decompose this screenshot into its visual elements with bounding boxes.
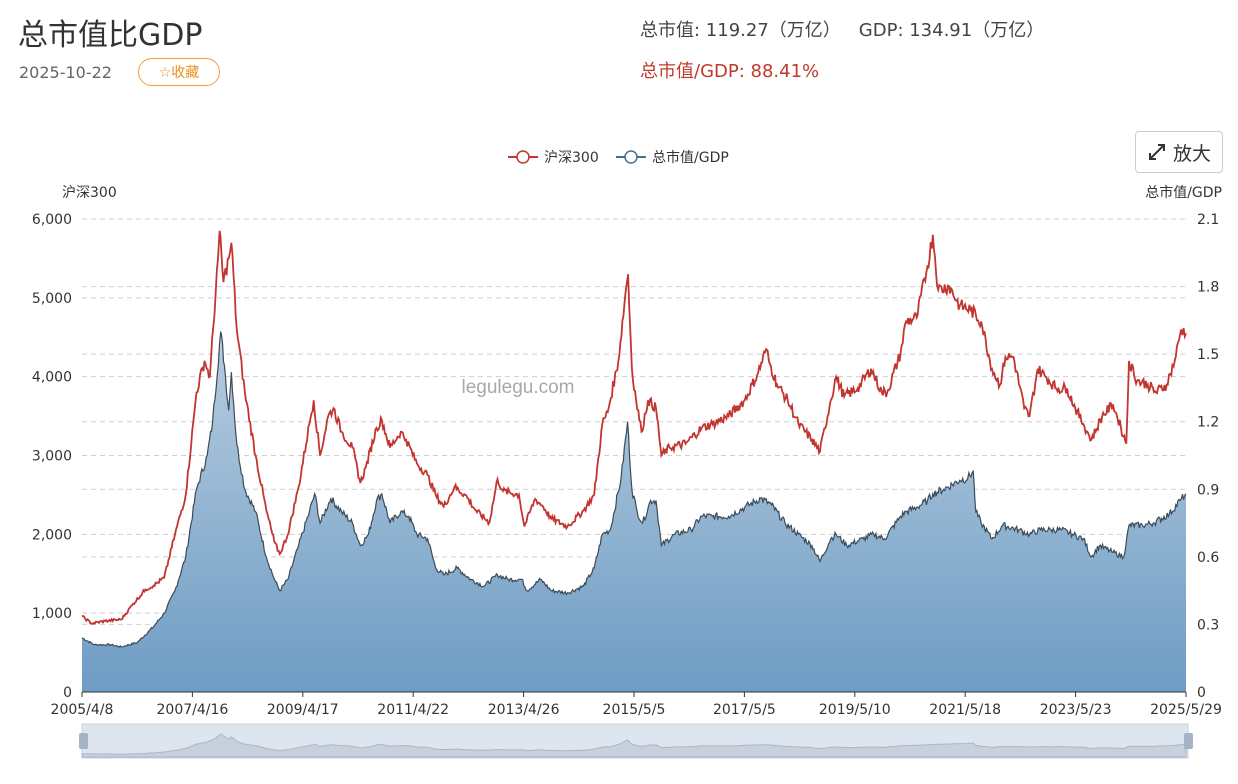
- legend-marker-csi300: [516, 150, 530, 164]
- y-left-tick-label: 4,000: [32, 370, 72, 386]
- y-left-tick-label: 6,000: [32, 212, 72, 228]
- zoom-label: 放大: [1172, 142, 1211, 165]
- x-tick-label: 2011/4/22: [377, 702, 449, 718]
- y-left-tick-label: 0: [63, 685, 72, 701]
- y-right-tick-label: 0.6: [1197, 550, 1219, 566]
- y-right-tick-label: 0.3: [1197, 617, 1219, 633]
- watermark: legulegu.com: [461, 377, 574, 398]
- x-tick-label: 2005/4/8: [51, 702, 114, 718]
- x-tick-label: 2017/5/5: [713, 702, 776, 718]
- y-left-tick-label: 3,000: [32, 449, 72, 465]
- favorite-label: ☆收藏: [158, 65, 200, 81]
- data-zoom-slider[interactable]: [79, 723, 1193, 759]
- series-lines: [81, 230, 1187, 648]
- y-right-tick-label: 1.5: [1197, 347, 1219, 363]
- x-tick-label: 2021/5/18: [929, 702, 1001, 718]
- legend-label-csi300: 沪深300: [544, 150, 599, 166]
- series-line-ratio: [81, 331, 1187, 648]
- x-tick-label: 2025/5/29: [1150, 702, 1222, 718]
- expand-icon: [1148, 144, 1165, 160]
- y-left-tick-label: 5,000: [32, 291, 72, 307]
- y-left-axis-title: 沪深300: [62, 185, 117, 201]
- page-title: 总市值比GDP: [18, 18, 203, 53]
- y-right-tick-label: 0.9: [1197, 482, 1219, 498]
- legend: 沪深300 总市值/GDP: [508, 149, 729, 166]
- slider-handle-left[interactable]: [79, 733, 88, 749]
- legend-marker-ratio: [624, 150, 638, 164]
- ratio-value: 总市值/GDP: 88.41%: [640, 61, 820, 82]
- y-left-tick-label: 1,000: [32, 606, 72, 622]
- x-tick-label: 2015/5/5: [603, 702, 666, 718]
- x-tick-label: 2009/4/17: [267, 702, 339, 718]
- zoom-button[interactable]: 放大: [1135, 131, 1223, 173]
- slider-preview: [81, 733, 1187, 758]
- date-label: 2025-10-22: [19, 63, 112, 82]
- y-right-tick-label: 0: [1197, 685, 1206, 701]
- gdp-value: GDP: 134.91（万亿）: [858, 20, 1045, 41]
- x-tick-label: 2007/4/16: [157, 702, 229, 718]
- market-cap-value: 总市值: 119.27（万亿）: [640, 20, 841, 41]
- favorite-button[interactable]: ☆收藏: [138, 58, 220, 86]
- ratio-area: [82, 331, 1186, 692]
- stats-line: 总市值: 119.27（万亿） GDP: 134.91（万亿）: [640, 16, 1044, 42]
- legend-label-ratio: 总市值/GDP: [652, 149, 729, 166]
- x-tick-label: 2013/4/26: [488, 702, 560, 718]
- legend-item-csi300[interactable]: 沪深300: [508, 150, 599, 166]
- x-tick-label: 2019/5/10: [819, 702, 891, 718]
- legend-item-ratio[interactable]: 总市值/GDP: [616, 149, 729, 166]
- ratio-area-fill: [82, 331, 1186, 692]
- y-right-tick-label: 2.1: [1197, 212, 1219, 228]
- series-line-csi300: [81, 230, 1187, 625]
- x-tick-label: 2023/5/23: [1040, 702, 1112, 718]
- y-right-axis-title: 总市值/GDP: [1145, 184, 1222, 201]
- axes: 0 1,000 2,000 3,000 4,000 5,000 6,000 0 0.3 0.6 0.…: [32, 212, 1222, 718]
- slider-handle-right[interactable]: [1184, 733, 1193, 749]
- y-right-tick-label: 1.2: [1197, 415, 1219, 431]
- y-left-tick-label: 2,000: [32, 527, 72, 543]
- y-right-tick-label: 1.8: [1197, 280, 1219, 296]
